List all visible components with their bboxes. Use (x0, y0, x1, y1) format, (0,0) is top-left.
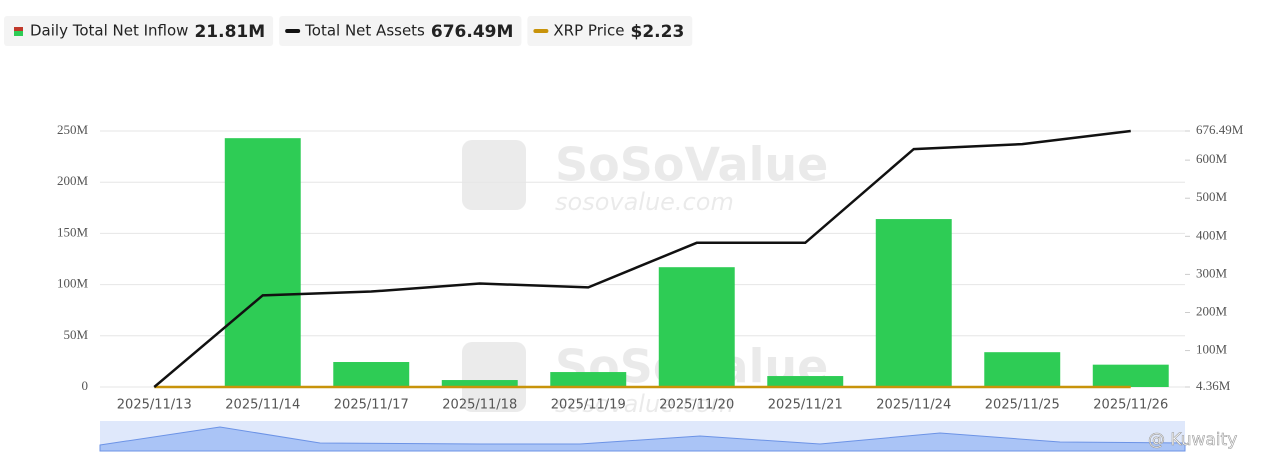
y-tick-label: 0 (82, 378, 89, 393)
x-tick-label: 2025/11/19 (551, 398, 626, 413)
x-tick-label: 2025/11/14 (225, 398, 300, 413)
bar (1092, 364, 1169, 387)
legend-swatch (14, 27, 23, 31)
watermark-text: SoSoValue (555, 138, 828, 192)
navigator-area (99, 426, 1186, 452)
x-tick-label: 2025/11/20 (659, 398, 734, 413)
watermark-url: sosovalue.com (555, 390, 734, 418)
y2-tick-label: 676.49M (1196, 122, 1244, 137)
legend-bg (527, 16, 693, 46)
legend-item: Total Net Assets 676.49M (279, 16, 522, 46)
x-tick-label: 2025/11/18 (442, 398, 517, 413)
y-tick-label: 100M (57, 276, 89, 291)
legend-label: Daily Total Net Inflow (30, 22, 188, 40)
watermark-url: sosovalue.com (555, 188, 734, 216)
x-tick-label: 2025/11/21 (768, 398, 843, 413)
y2-tick-label: 300M (1196, 265, 1228, 280)
x-tick-label: 2025/11/25 (985, 398, 1060, 413)
bar (984, 352, 1061, 387)
legend-swatch (285, 29, 301, 33)
y2-tick-label: 4.36M (1196, 378, 1231, 393)
legend-item: XRP Price $2.23 (527, 16, 693, 46)
y2-tick-label: 600M (1196, 151, 1228, 166)
y-tick-label: 200M (57, 173, 89, 188)
watermark-logo (462, 342, 526, 412)
watermark-logo (462, 140, 526, 210)
x-tick-label: 2025/11/17 (334, 398, 409, 413)
x-tick-label: 2025/11/24 (876, 398, 951, 413)
line (153, 129, 1131, 388)
bar (767, 376, 844, 387)
watermark: SoSoValue sosovalue.com SoSoValue sosova… (462, 138, 828, 418)
bar (441, 380, 518, 387)
legend-bg (279, 16, 522, 46)
legend-bg (4, 16, 274, 46)
legend-swatch (14, 31, 23, 36)
legend-value: 21.81M (194, 22, 265, 42)
y2-tick-label: 500M (1196, 189, 1228, 204)
bar (224, 138, 301, 387)
y2-tick-label: 200M (1196, 303, 1228, 318)
bar (550, 372, 627, 387)
y2-tick-label: 100M (1196, 342, 1228, 357)
y-tick-label: 50M (63, 327, 88, 342)
navigator (99, 421, 1186, 452)
legend-label: XRP Price (553, 22, 624, 40)
y2-tick-label: 400M (1196, 227, 1228, 242)
y-tick-label: 250M (57, 122, 89, 137)
y-tick-label: 150M (57, 224, 89, 239)
legend-swatch (533, 29, 549, 33)
bar (333, 362, 410, 387)
legend-label: Total Net Assets (304, 22, 425, 40)
legend-value: 676.49M (431, 22, 514, 42)
legend-value: $2.23 (631, 22, 685, 42)
bar (875, 219, 952, 387)
credit: @ Kuwaity (1148, 430, 1237, 450)
bar (658, 267, 735, 387)
x-tick-label: 2025/11/26 (1093, 398, 1168, 413)
legend-item: Daily Total Net Inflow 21.81M (4, 16, 274, 46)
x-tick-label: 2025/11/13 (117, 398, 192, 413)
